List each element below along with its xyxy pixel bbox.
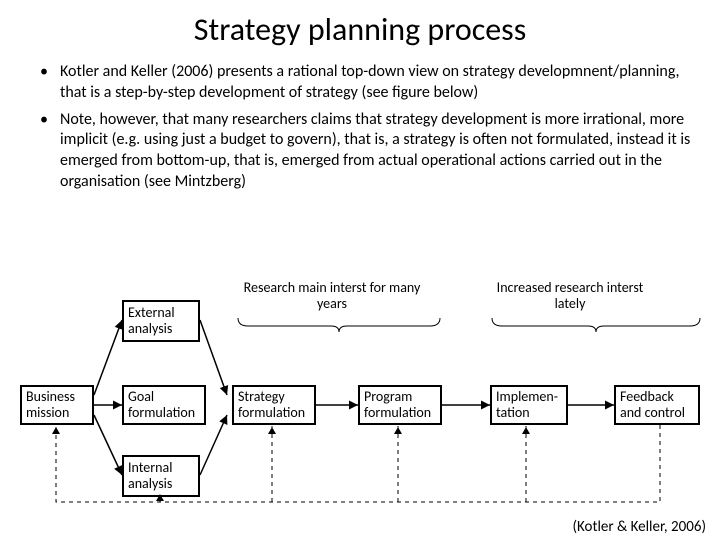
box-internal-analysis: Internal analysis [122, 455, 200, 497]
citation: (Kotler & Keller, 2006) [572, 518, 706, 536]
bullet-item: Note, however, that many researchers cla… [34, 110, 692, 193]
bullet-list: Kotler and Keller (2006) presents a rati… [34, 62, 692, 199]
box-external-analysis: External analysis [122, 300, 200, 342]
box-implementation: Implemen-tation [490, 385, 568, 425]
box-goal-formulation: Goal formulation [122, 385, 206, 425]
annot-increased: Increased research interst lately [480, 280, 660, 312]
annot-research-main: Research main interst for many years [232, 280, 432, 312]
page-title: Strategy planning process [0, 10, 720, 49]
box-program-formulation: Program formulation [358, 385, 442, 425]
flow-diagram: Research main interst for many years Inc… [0, 270, 720, 530]
box-feedback-control: Feedback and control [614, 385, 700, 425]
box-strategy-formulation: Strategy formulation [232, 385, 316, 425]
box-business-mission: Business mission [20, 385, 94, 425]
bullet-item: Kotler and Keller (2006) presents a rati… [34, 62, 692, 104]
